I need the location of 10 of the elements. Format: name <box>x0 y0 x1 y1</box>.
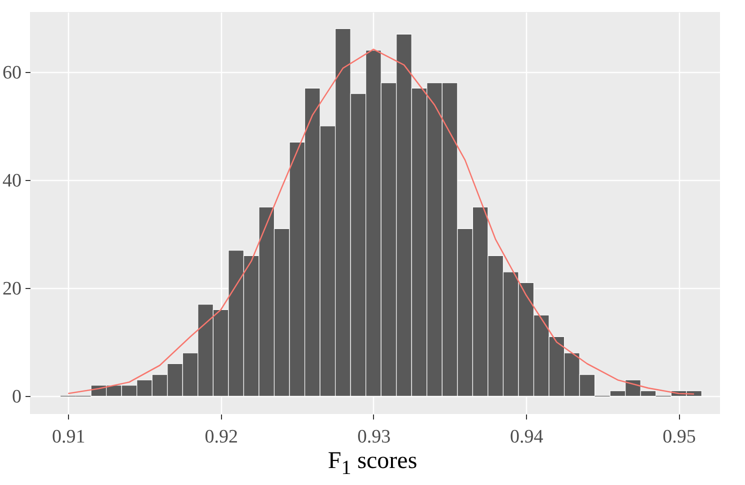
x-tick-label: 0.95 <box>662 426 696 448</box>
y-tick-label: 40 <box>2 170 22 192</box>
x-axis-title: F$_{1}$ scores <box>326 448 418 480</box>
y-tick-label: 0 <box>12 386 22 408</box>
y-tick-label: 60 <box>2 62 22 84</box>
x-tick-label: 0.91 <box>52 426 86 448</box>
x-tick-label: 0.92 <box>204 426 238 448</box>
x-tick-label: 0.93 <box>357 426 391 448</box>
x-tick-label: 0.94 <box>510 426 544 448</box>
y-tick-label: 20 <box>2 278 22 300</box>
